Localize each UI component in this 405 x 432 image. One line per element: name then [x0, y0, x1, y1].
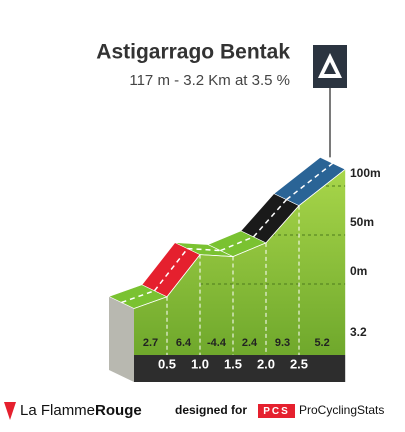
end-km-label: 3.2 [350, 325, 367, 339]
segment-centerline [121, 290, 155, 304]
x-tick-label: 0.5 [158, 356, 176, 371]
x-tick-label: 2.0 [257, 356, 275, 371]
segment-centerline [286, 162, 334, 201]
x-tick-label: 1.0 [191, 356, 209, 371]
front-face [134, 169, 346, 355]
side-face [109, 296, 134, 382]
gradient-label: 6.4 [176, 337, 192, 349]
subtitle: 117 m - 3.2 Km at 3.5 % [129, 72, 290, 89]
designed-for: designed for [175, 403, 247, 417]
flame-icon [4, 402, 16, 420]
x-tick-label: 2.5 [290, 356, 308, 371]
base [134, 355, 346, 382]
brand-b: Rouge [95, 402, 142, 419]
gradient-label: 9.3 [275, 337, 290, 349]
gradient-label: -4.4 [207, 337, 227, 349]
pcs-logo [258, 404, 295, 418]
gradient-label: 2.7 [143, 337, 158, 349]
segment-centerline [220, 236, 254, 252]
footer: La FlammeRouge designed for PCS ProCycli… [4, 402, 384, 420]
y-tick-label: 0m [350, 264, 367, 278]
gradient-label: 5.2 [314, 337, 329, 349]
brand: La FlammeRouge [20, 402, 142, 419]
climb-icon-inner [324, 62, 336, 74]
x-tick-label: 1.5 [224, 356, 242, 371]
brand-a: La Flamme [20, 402, 95, 419]
pcs-text: PCS [263, 406, 290, 417]
segment-centerline [187, 247, 221, 252]
title: Astigarrago Bentak [96, 41, 290, 64]
y-tick-label: 100m [350, 166, 381, 180]
gradient-label: 2.4 [242, 337, 258, 349]
y-tick-label: 50m [350, 215, 374, 229]
site-name: ProCyclingStats [299, 403, 384, 417]
